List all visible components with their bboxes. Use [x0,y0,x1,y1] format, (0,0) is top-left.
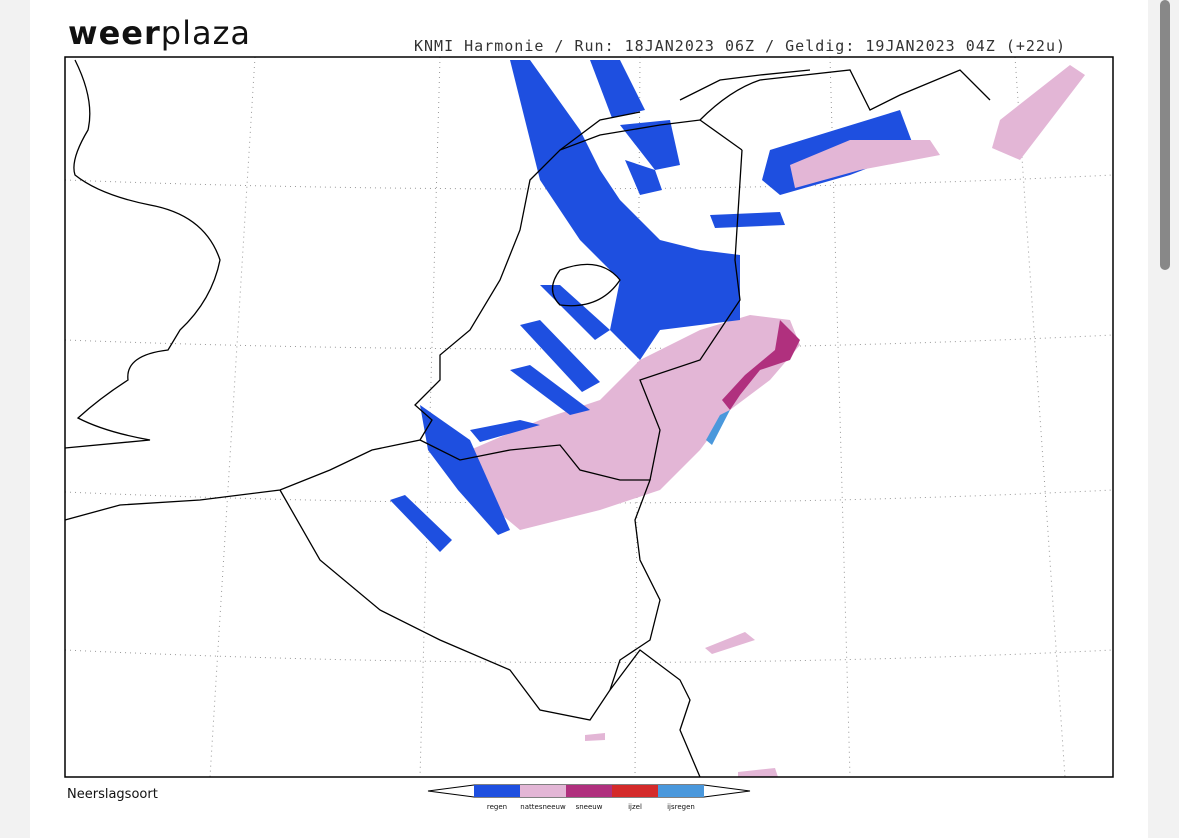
map: regen nattesneeuw sneeuw ijzel ijsregen [64,56,1114,811]
precip-area [738,768,778,777]
map-frame [64,56,1114,778]
borders [64,59,991,778]
precip-area [390,495,452,552]
precip-area [585,733,605,741]
logo-bold: weer [68,14,161,52]
legend-label: nattesneeuw [520,803,566,811]
precip-area [520,320,600,392]
precip-area [540,285,610,340]
run-info: KNMI Harmonie / Run: 18JAN2023 06Z / Gel… [414,37,1066,55]
precip-area [590,60,645,118]
legend-swatch [612,785,658,797]
scrollbar[interactable] [1160,0,1170,270]
legend-swatch [520,785,566,797]
legend-label: ijzel [628,803,642,811]
legend-label: ijsregen [667,803,695,811]
precip-area [625,160,662,195]
precip-area [620,120,680,170]
logo-light: plaza [160,14,251,52]
precip-area [790,140,940,188]
precip-area [420,405,510,535]
legend-label: regen [487,803,507,811]
legend-swatch [474,785,520,797]
precip-area [710,212,785,228]
precip-area [722,320,800,410]
legend-swatch [566,785,612,797]
content: weerplaza KNMI Harmonie / Run: 18JAN2023… [30,0,1148,838]
precip-area [705,632,755,654]
legend-swatch [658,785,704,797]
precip-area [510,60,740,360]
legend: regen nattesneeuw sneeuw ijzel ijsregen [474,785,704,811]
legend-title: Neerslagsoort [67,787,158,802]
precip-area [470,420,540,442]
precipitation [390,60,1085,777]
logo: weerplaza [68,14,251,52]
precip-area [992,65,1085,160]
legend-label: sneeuw [576,803,603,811]
precip-area [706,410,730,445]
precip-area [470,315,800,530]
precip-area [510,365,590,415]
